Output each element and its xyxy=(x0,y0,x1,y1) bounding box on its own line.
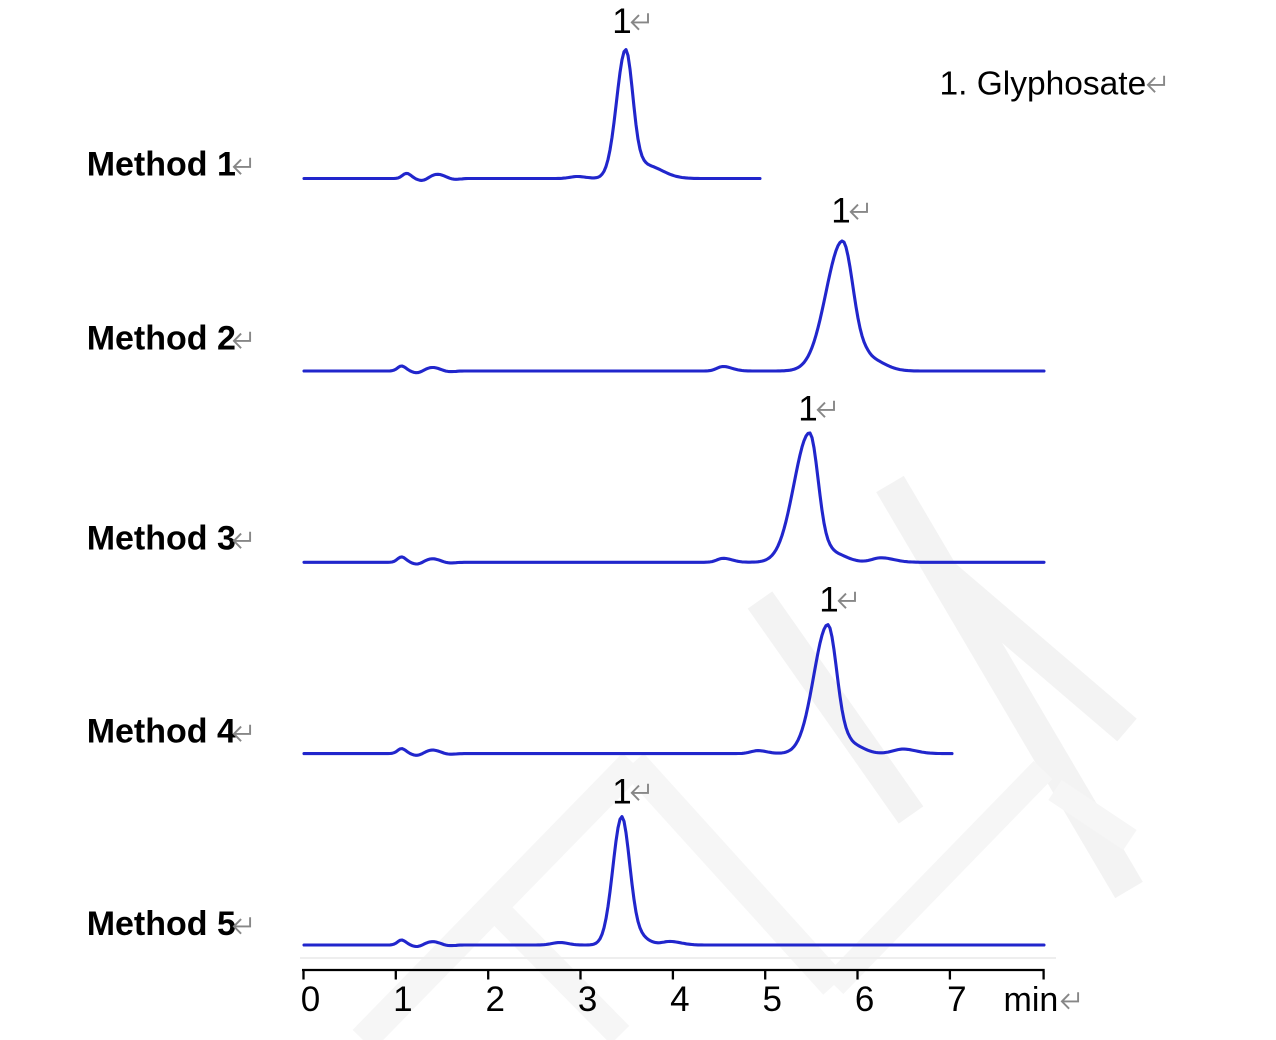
svg-text:1: 1 xyxy=(612,773,631,812)
svg-text:1: 1 xyxy=(798,390,817,429)
svg-text:Method 1: Method 1 xyxy=(87,146,236,184)
svg-text:Method 2: Method 2 xyxy=(87,320,236,358)
svg-text:0: 0 xyxy=(301,980,320,1019)
svg-text:1: 1 xyxy=(612,2,631,41)
svg-text:1: 1 xyxy=(831,192,850,231)
svg-text:1. Glyphosate: 1. Glyphosate xyxy=(940,66,1147,103)
svg-text:2: 2 xyxy=(485,980,504,1019)
svg-text:min: min xyxy=(1004,981,1059,1019)
svg-text:1: 1 xyxy=(819,581,838,620)
svg-text:Method 4: Method 4 xyxy=(87,713,236,751)
svg-text:Method 5: Method 5 xyxy=(87,905,236,943)
svg-text:Method 3: Method 3 xyxy=(87,520,236,558)
svg-text:4: 4 xyxy=(670,980,689,1019)
svg-text:5: 5 xyxy=(763,980,782,1019)
svg-text:1: 1 xyxy=(393,980,412,1019)
svg-text:6: 6 xyxy=(855,980,874,1019)
svg-text:3: 3 xyxy=(578,980,597,1019)
svg-text:7: 7 xyxy=(947,980,966,1019)
